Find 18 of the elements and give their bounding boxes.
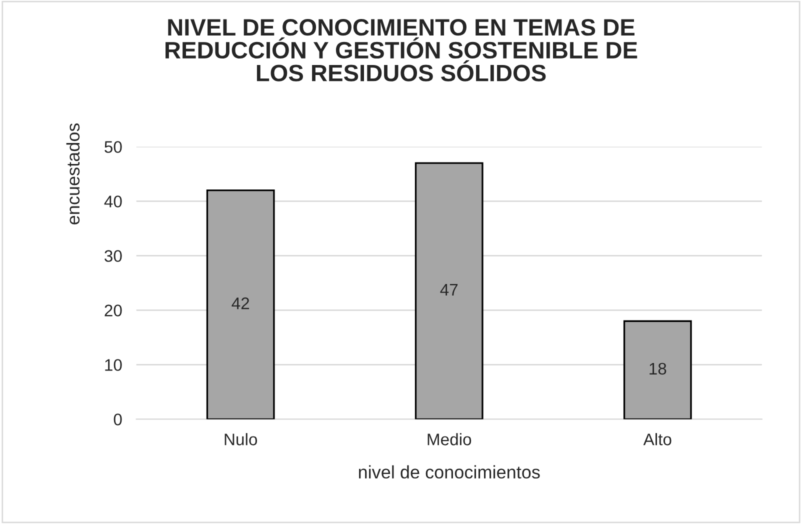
bar [414,162,484,420]
y-axis-title: encuestados [66,123,80,224]
bar [206,189,275,420]
x-tick-label: Nulo [224,433,258,446]
data-label: 42 [232,297,250,310]
data-label: 18 [650,362,666,375]
y-tick-label: 0 [114,414,122,426]
chart-title: NIVEL DE CONOCIMIENTO EN TEMAS DE REDUCCIÓN Y GESTIÓN SOSTENIBLE DE LOS RESIDUOS SÓLIDOS [166,18,638,82]
y-tick-label: 20 [104,304,122,316]
data-label: 47 [440,284,458,296]
x-tick-label: Alto [643,433,672,446]
y-tick-label: 30 [104,250,122,262]
bar [623,320,692,420]
x-tick-label: Medio [428,433,472,446]
y-tick-label: 40 [104,196,122,208]
y-tick-label: 50 [104,141,122,153]
x-axis-title: nivel de conocimientos [358,465,540,479]
y-tick-label: 10 [105,359,122,371]
